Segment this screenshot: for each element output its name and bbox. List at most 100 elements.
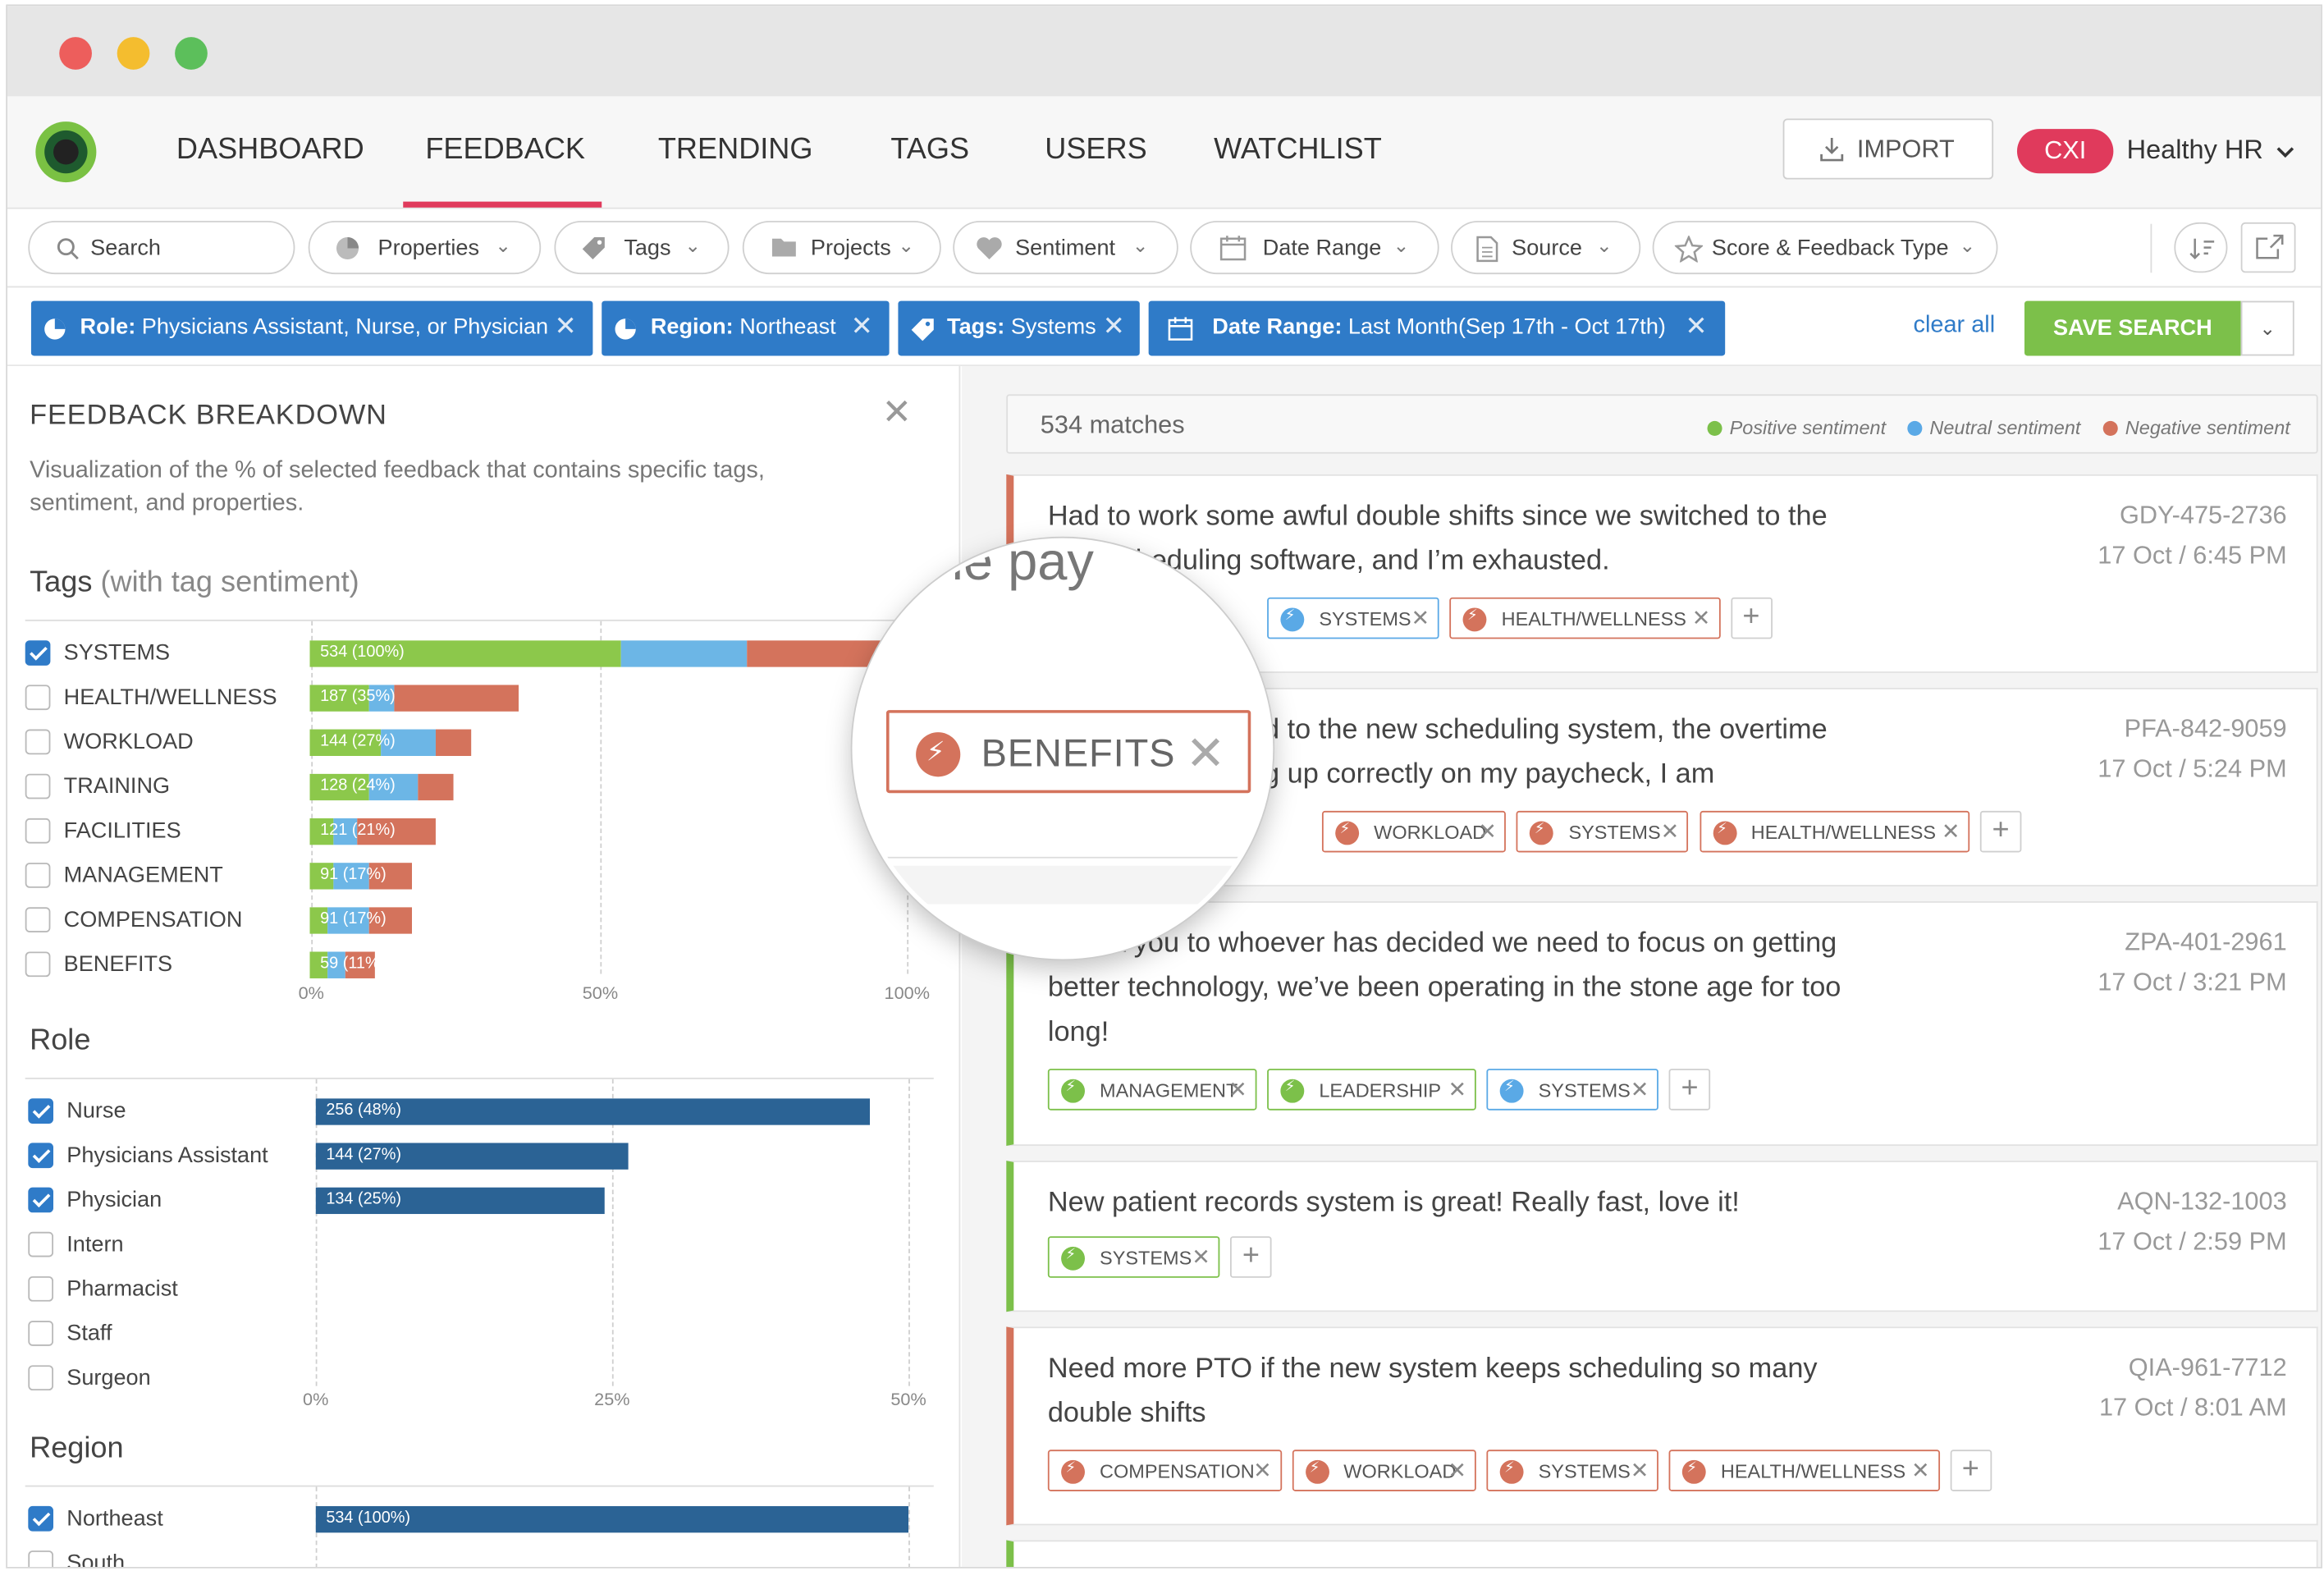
checkbox[interactable] [25, 640, 51, 666]
remove-filter-icon[interactable]: ✕ [1102, 311, 1125, 341]
share-button[interactable] [2240, 222, 2296, 273]
close-window-button[interactable] [59, 37, 92, 70]
organization-name[interactable]: Healthy HR [2126, 135, 2263, 165]
add-tag-button[interactable]: + [1979, 810, 2022, 853]
sort-button[interactable] [2174, 222, 2228, 273]
save-search-dropdown[interactable]: ⌄ [2240, 300, 2294, 356]
checkbox[interactable] [25, 863, 51, 888]
checkbox[interactable] [25, 818, 51, 844]
data-bar[interactable]: 128 (24%) [309, 773, 454, 801]
feedback-id[interactable]: GDY-475-2736 [2119, 501, 2287, 529]
remove-tag-icon[interactable]: ✕ [1911, 1459, 1930, 1484]
tag-leadership[interactable]: LEADERSHIP ✕ [1267, 1069, 1476, 1111]
nav-feedback[interactable]: FEEDBACK [425, 133, 586, 167]
projects-filter[interactable]: Projects ⌄ [742, 221, 941, 275]
tag-health-wellness[interactable]: HEALTH/WELLNESS✕ [1449, 597, 1721, 639]
feedback-card[interactable]: Need more PTO if the new system keeps sc… [1006, 1326, 2318, 1526]
checkbox[interactable] [25, 729, 51, 755]
sentiment-filter[interactable]: Sentiment ⌄ [953, 221, 1178, 275]
close-icon[interactable]: ✕ [881, 392, 912, 433]
remove-tag-icon[interactable]: ✕ [1448, 1459, 1467, 1484]
maximize-window-button[interactable] [175, 37, 208, 70]
feedback-card[interactable]: Had to work some awful double shifts sin… [1006, 474, 2318, 673]
clear-all-link[interactable]: clear all [1913, 313, 1996, 338]
chevron-down-icon[interactable] [2275, 145, 2295, 160]
minimize-window-button[interactable] [117, 37, 150, 70]
nav-tags[interactable]: TAGS [890, 133, 970, 167]
search-input[interactable]: Search [28, 221, 295, 275]
remove-filter-icon[interactable]: ✕ [850, 311, 873, 341]
feedback-id[interactable]: QIA-961-7712 [2128, 1353, 2287, 1382]
checkbox[interactable] [28, 1276, 54, 1302]
date-range-filter[interactable]: Date Range ⌄ [1190, 221, 1439, 275]
remove-tag-icon[interactable]: ✕ [1630, 1459, 1649, 1484]
filter-chip-tags[interactable]: Tags: Systems ✕ [898, 300, 1140, 356]
checkbox[interactable] [25, 907, 51, 932]
data-bar[interactable]: 256 (48%) [315, 1098, 871, 1125]
checkbox[interactable] [28, 1187, 54, 1213]
import-button[interactable]: IMPORT [1782, 118, 1994, 180]
tag-systems[interactable]: SYSTEMS✕ [1486, 1450, 1659, 1491]
tag-systems[interactable]: SYSTEMS✕ [1517, 810, 1689, 853]
remove-tag-icon[interactable]: ✕ [1192, 1245, 1210, 1271]
add-tag-button[interactable]: + [1668, 1069, 1711, 1111]
add-tag-button[interactable]: + [1949, 1450, 1992, 1491]
tag-systems[interactable]: SYSTEMS✕ [1486, 1069, 1659, 1111]
add-tag-button[interactable]: + [1730, 597, 1773, 639]
tag-workload[interactable]: WORKLOAD✕ [1292, 1450, 1476, 1491]
filter-chip-role[interactable]: Role: Physicians Assistant, Nurse, or Ph… [30, 300, 593, 356]
properties-filter[interactable]: Properties ⌄ [308, 221, 542, 275]
data-bar[interactable]: 91 (17%) [309, 863, 412, 890]
remove-tag-icon[interactable]: ✕ [1228, 1077, 1247, 1103]
data-bar[interactable]: 534 (100%) [309, 640, 909, 667]
checkbox[interactable] [28, 1321, 54, 1346]
filter-chip-date-range[interactable]: Date Range: Last Month(Sep 17th - Oct 17… [1148, 300, 1726, 356]
remove-tag-icon[interactable]: ✕ [1478, 819, 1498, 845]
data-bar[interactable]: 187 (35%) [309, 685, 519, 712]
data-bar[interactable]: 91 (17%) [309, 907, 412, 934]
data-bar[interactable]: 59 (11%) [309, 951, 376, 978]
checkbox[interactable] [25, 773, 51, 799]
tag-systems[interactable]: SYSTEMS✕ [1267, 597, 1439, 639]
filter-chip-region[interactable]: Region: Northeast ✕ [602, 300, 890, 356]
source-filter[interactable]: Source ⌄ [1451, 221, 1641, 275]
close-icon[interactable]: ✕ [1185, 726, 1226, 780]
data-bar[interactable]: 534 (100%) [315, 1505, 909, 1533]
feedback-id[interactable]: AQN-132-1003 [2117, 1187, 2287, 1216]
tag-workload[interactable]: WORKLOAD✕ [1321, 810, 1507, 853]
tag-benefits[interactable]: BENEFITS ✕ [885, 710, 1251, 794]
nav-watchlist[interactable]: WATCHLIST [1214, 133, 1382, 167]
remove-tag-icon[interactable]: ✕ [1660, 819, 1680, 845]
tag-systems[interactable]: SYSTEMS✕ [1047, 1236, 1220, 1278]
tag-health-wellness[interactable]: HEALTH/WELLNESS✕ [1699, 810, 1970, 853]
checkbox[interactable] [28, 1365, 54, 1391]
remove-tag-icon[interactable]: ✕ [1448, 1077, 1467, 1103]
tag-compensation[interactable]: COMPENSATION✕ [1047, 1450, 1282, 1491]
feedback-id[interactable]: PFA-842-9059 [2124, 714, 2287, 743]
checkbox[interactable] [25, 951, 51, 978]
feedback-card[interactable]: New patient records system is great! Rea… [1006, 1161, 2318, 1312]
remove-tag-icon[interactable]: ✕ [1691, 606, 1711, 632]
data-bar[interactable]: 134 (25%) [315, 1187, 605, 1215]
tags-filter[interactable]: Tags ⌄ [554, 221, 730, 275]
remove-filter-icon[interactable]: ✕ [1685, 311, 1708, 341]
product-badge[interactable]: CXI [2016, 129, 2114, 174]
remove-tag-icon[interactable]: ✕ [1411, 606, 1430, 632]
data-bar[interactable]: 121 (21%) [309, 818, 436, 845]
feedback-card[interactable]: Thank you to whoever has decided we need… [1006, 901, 2318, 1147]
nav-dashboard[interactable]: DASHBOARD [176, 133, 364, 167]
tag-management[interactable]: MANAGEMENT✕ [1047, 1069, 1257, 1111]
checkbox[interactable] [28, 1231, 54, 1257]
data-bar[interactable]: 144 (27%) [309, 729, 472, 757]
feedback-card[interactable] [1006, 1540, 2318, 1567]
data-bar[interactable]: 144 (27%) [315, 1143, 629, 1170]
score-feedback-type-filter[interactable]: Score & Feedback Type ⌄ [1652, 221, 1998, 275]
tag-health-wellness[interactable]: HEALTH/WELLNESS✕ [1668, 1450, 1940, 1491]
checkbox[interactable] [28, 1550, 54, 1567]
feedback-id[interactable]: ZPA-401-2961 [2125, 927, 2287, 956]
nav-trending[interactable]: TRENDING [657, 133, 813, 167]
nav-users[interactable]: USERS [1045, 133, 1147, 167]
remove-filter-icon[interactable]: ✕ [554, 311, 577, 341]
checkbox[interactable] [28, 1098, 54, 1124]
app-logo[interactable] [35, 121, 97, 183]
